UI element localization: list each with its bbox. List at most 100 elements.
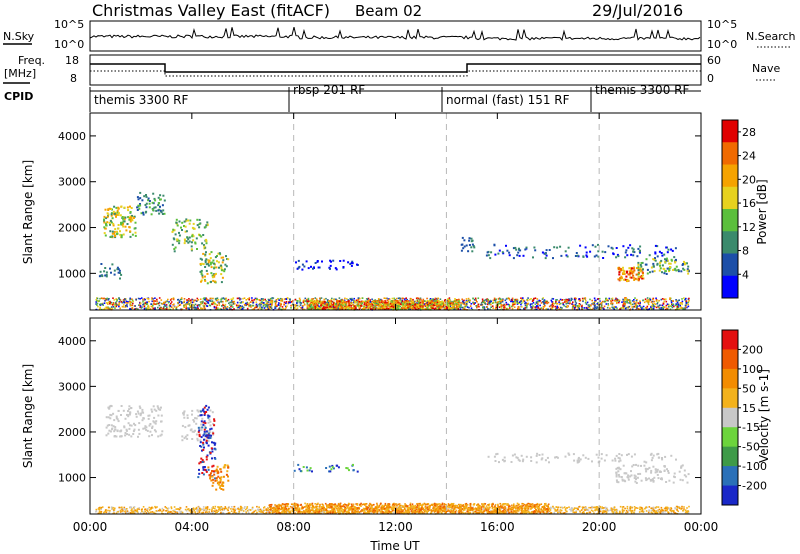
echo-cell: [446, 303, 449, 305]
echo-cell: [674, 260, 677, 263]
echo-cell: [480, 303, 482, 306]
echo-cell: [428, 302, 430, 305]
echo-cell: [262, 298, 264, 300]
echo-cell: [681, 300, 684, 303]
echo-cell: [622, 245, 625, 248]
echo-cell: [348, 301, 350, 304]
echo-cell: [178, 508, 181, 511]
echo-cell: [163, 199, 166, 202]
echo-cell: [627, 246, 630, 249]
echo-cell: [103, 220, 106, 223]
echo-cell: [394, 302, 396, 304]
echo-cell: [321, 510, 324, 513]
echo-cell: [561, 307, 563, 309]
echo-cell: [258, 299, 260, 301]
echo-cell: [116, 268, 119, 271]
echo-cell: [315, 307, 317, 309]
echo-cell: [502, 252, 505, 255]
echo-cell: [490, 303, 492, 306]
echo-cell: [651, 512, 654, 514]
echo-cell: [96, 302, 99, 305]
echo-cell: [571, 306, 574, 308]
echo-cell: [186, 299, 188, 301]
echo-cell: [187, 307, 189, 309]
echo-cell: [539, 304, 541, 307]
echo-cell: [604, 300, 607, 303]
echo-cell: [150, 303, 152, 305]
echo-cell: [676, 305, 679, 308]
echo-cell: [145, 195, 148, 198]
echo-cell: [663, 253, 666, 256]
echo-cell: [202, 300, 204, 303]
echo-cell: [352, 308, 355, 311]
echo-cell: [463, 306, 465, 309]
echo-cell: [578, 304, 581, 306]
echo-cell: [652, 304, 654, 306]
echo-cell: [244, 506, 246, 508]
echo-cell: [319, 306, 322, 309]
echo-cell: [409, 307, 411, 309]
echo-cell: [574, 255, 577, 257]
echo-cell: [337, 301, 340, 304]
echo-cell: [171, 230, 174, 233]
echo-cell: [439, 301, 441, 303]
echo-cell: [633, 305, 636, 308]
echo-cell: [139, 305, 142, 307]
echo-cell: [674, 267, 677, 270]
echo-cell: [513, 299, 516, 301]
echo-cell: [573, 508, 575, 511]
echo-cell: [631, 272, 634, 275]
echo-cell: [625, 298, 627, 300]
echo-cell: [544, 257, 547, 260]
echo-cell: [564, 512, 566, 514]
echo-cell: [196, 248, 198, 250]
echo-cell: [274, 300, 277, 303]
echo-cell: [122, 217, 124, 220]
echo-cell: [357, 298, 360, 301]
echo-cell: [537, 307, 539, 309]
echo-cell: [379, 308, 382, 310]
echo-cell: [526, 303, 528, 306]
echo-cell: [676, 301, 679, 304]
echo-cell: [150, 507, 152, 510]
echo-cell: [326, 300, 329, 303]
echo-cell: [225, 300, 227, 303]
echo-cell: [261, 509, 263, 512]
echo-cell: [660, 298, 663, 301]
echo-cell: [583, 512, 585, 514]
echo-cell: [477, 303, 480, 306]
echo-cell: [158, 301, 161, 304]
echo-cell: [422, 298, 425, 301]
echo-cell: [425, 300, 428, 303]
echo-cell: [104, 208, 107, 211]
echo-cell: [520, 507, 522, 509]
echo-cell: [635, 304, 637, 307]
echo-cell: [230, 301, 232, 304]
echo-cell: [432, 306, 435, 308]
echo-cell: [632, 250, 635, 253]
echo-cell: [641, 307, 643, 310]
echo-cell: [508, 251, 511, 254]
echo-cell: [513, 300, 516, 303]
echo-cell: [99, 297, 101, 300]
echo-cell: [141, 510, 143, 513]
echo-cell: [448, 308, 450, 310]
echo-cell: [630, 253, 633, 256]
echo-cell: [525, 302, 527, 304]
echo-cell: [603, 511, 606, 513]
echo-cell: [545, 301, 548, 304]
echo-cell: [611, 297, 614, 300]
echo-cell: [110, 306, 113, 308]
echo-cell: [410, 300, 412, 303]
echo-cell: [547, 301, 550, 304]
echo-cell: [579, 511, 581, 513]
echo-cell: [681, 303, 683, 306]
echo-cell: [539, 508, 541, 511]
echo-cell: [409, 305, 411, 308]
echo-cell: [410, 306, 412, 309]
echo-cell: [651, 270, 654, 273]
echo-cell: [154, 303, 156, 305]
echo-cell: [435, 298, 438, 300]
echo-cell: [203, 297, 205, 299]
echo-cell: [156, 300, 158, 303]
